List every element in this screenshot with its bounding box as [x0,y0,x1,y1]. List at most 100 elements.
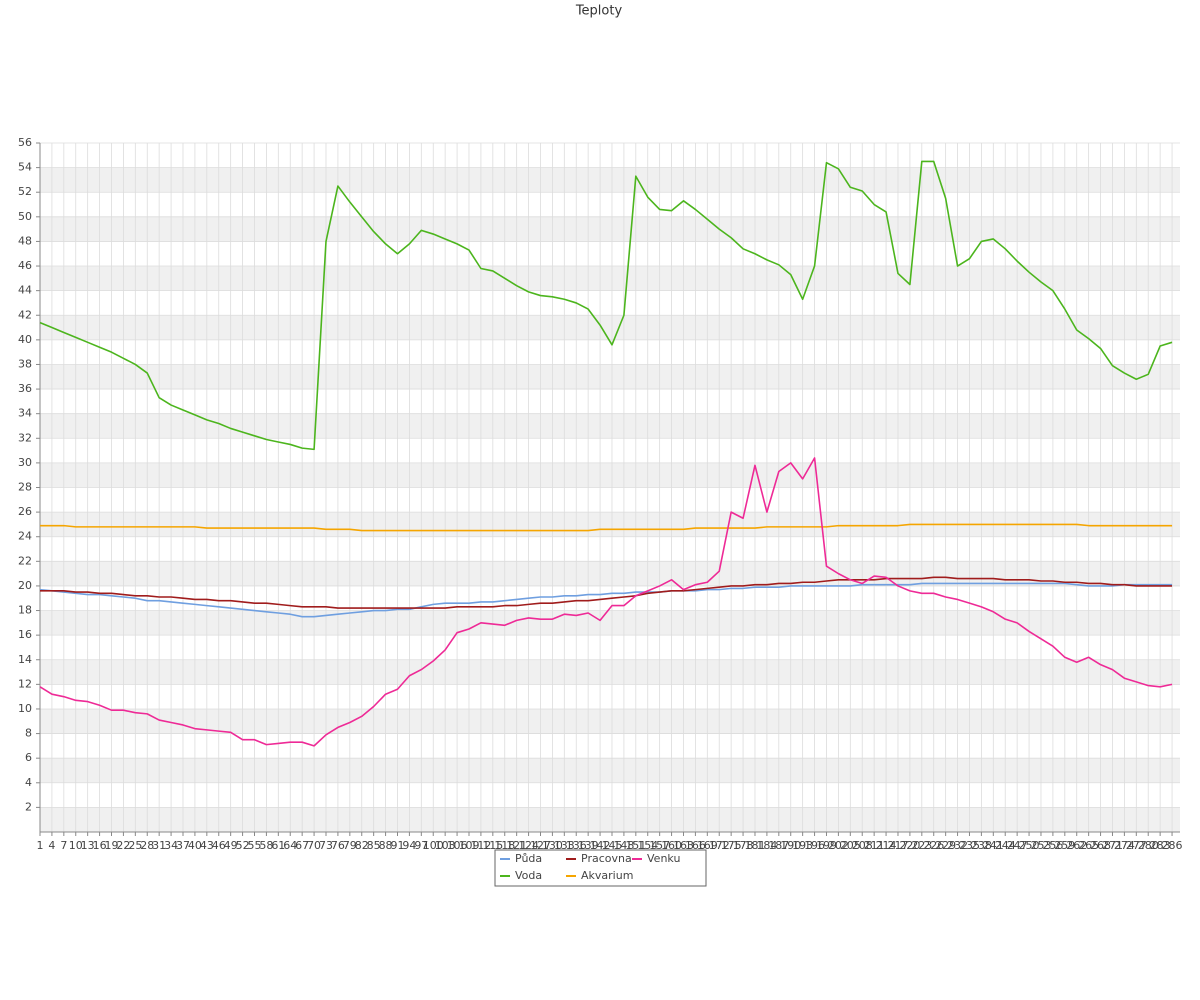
x-tick-label: 286 [1162,839,1183,852]
legend-label: Půda [515,852,542,865]
x-tick-label: 13 [81,839,95,852]
legend-label: Akvarium [581,869,633,882]
y-tick-label: 44 [18,284,32,297]
y-tick-label: 12 [18,677,32,690]
y-tick-label: 4 [25,776,32,789]
x-tick-label: 154 [637,839,658,852]
x-tick-label: 85 [367,839,381,852]
x-tick-label: 151 [625,839,646,852]
x-tick-label: 79 [343,839,357,852]
x-tick-label: 187 [768,839,789,852]
legend-label: Pracovna [581,852,632,865]
x-tick-label: 10 [69,839,83,852]
x-tick-label: 148 [613,839,634,852]
x-tick-label: 274 [1114,839,1135,852]
y-tick-label: 28 [18,481,32,494]
grid-band [40,364,1180,390]
x-tick-label: 121 [506,839,527,852]
x-tick-label: 259 [1054,839,1075,852]
x-tick-label: 1 [37,839,44,852]
y-tick-label: 20 [18,579,32,592]
y-tick-label: 2 [25,800,32,813]
y-tick-label: 14 [18,653,32,666]
x-tick-label: 139 [578,839,599,852]
y-tick-label: 22 [18,554,32,567]
grid-band [40,413,1180,439]
y-tick-label: 48 [18,234,32,247]
x-tick-label: 61 [271,839,285,852]
x-tick-label: 88 [379,839,393,852]
x-tick-label: 196 [804,839,825,852]
x-tick-label: 112 [470,839,491,852]
x-tick-label: 235 [959,839,980,852]
x-tick-label: 199 [816,839,837,852]
y-tick-label: 30 [18,456,32,469]
legend-label: Voda [515,869,542,882]
x-tick-label: 223 [911,839,932,852]
x-tick-label: 283 [1150,839,1171,852]
series-line [39,457,1173,747]
x-tick-label: 169 [697,839,718,852]
x-tick-label: 163 [673,839,694,852]
x-tick-label: 202 [828,839,849,852]
x-tick-label: 28 [140,839,154,852]
x-tick-label: 208 [852,839,873,852]
x-tick-label: 67 [295,839,309,852]
y-tick-label: 32 [18,431,32,444]
y-tick-label: 36 [18,382,32,395]
x-tick-label: 214 [876,839,897,852]
x-tick-label: 229 [935,839,956,852]
x-tick-label: 94 [402,839,416,852]
x-tick-label: 220 [899,839,920,852]
x-tick-label: 118 [494,839,515,852]
x-tick-label: 4 [48,839,55,852]
x-tick-label: 172 [709,839,730,852]
x-tick-label: 280 [1138,839,1159,852]
x-tick-label: 70 [307,839,321,852]
x-tick-label: 55 [247,839,261,852]
x-tick-label: 268 [1090,839,1111,852]
x-tick-label: 166 [685,839,706,852]
x-tick-label: 25 [128,839,142,852]
y-tick-label: 38 [18,357,32,370]
x-tick-label: 16 [93,839,107,852]
x-tick-label: 106 [447,839,468,852]
x-tick-label: 253 [1030,839,1051,852]
y-tick-label: 46 [18,259,32,272]
x-tick-label: 7 [60,839,67,852]
y-tick-label: 50 [18,210,32,223]
chart-title: Teploty [575,4,623,19]
x-tick-label: 211 [864,839,885,852]
x-tick-label: 181 [744,839,765,852]
x-tick-label: 22 [116,839,130,852]
x-tick-label: 73 [319,839,333,852]
x-tick-label: 103 [435,839,456,852]
x-tick-label: 262 [1066,839,1087,852]
x-tick-label: 82 [355,839,369,852]
x-tick-label: 133 [554,839,575,852]
grid-band [40,266,1180,291]
y-tick-label: 16 [18,628,32,641]
x-tick-label: 34 [164,839,178,852]
x-tick-label: 142 [590,839,611,852]
x-tick-label: 184 [756,839,777,852]
x-tick-label: 31 [152,839,166,852]
y-tick-label: 26 [18,505,32,518]
x-tick-label: 238 [971,839,992,852]
grid-band [40,610,1180,636]
x-tick-label: 247 [1007,839,1028,852]
x-tick-label: 91 [390,839,404,852]
x-tick-label: 52 [236,839,250,852]
x-tick-label: 130 [542,839,563,852]
x-tick-label: 226 [923,839,944,852]
grid-band [40,216,1180,242]
x-tick-label: 190 [780,839,801,852]
x-tick-label: 49 [224,839,238,852]
x-tick-label: 160 [661,839,682,852]
x-tick-label: 205 [840,839,861,852]
y-tick-label: 54 [18,161,32,174]
y-tick-label: 52 [18,185,32,198]
x-tick-label: 265 [1078,839,1099,852]
x-tick-label: 175 [721,839,742,852]
